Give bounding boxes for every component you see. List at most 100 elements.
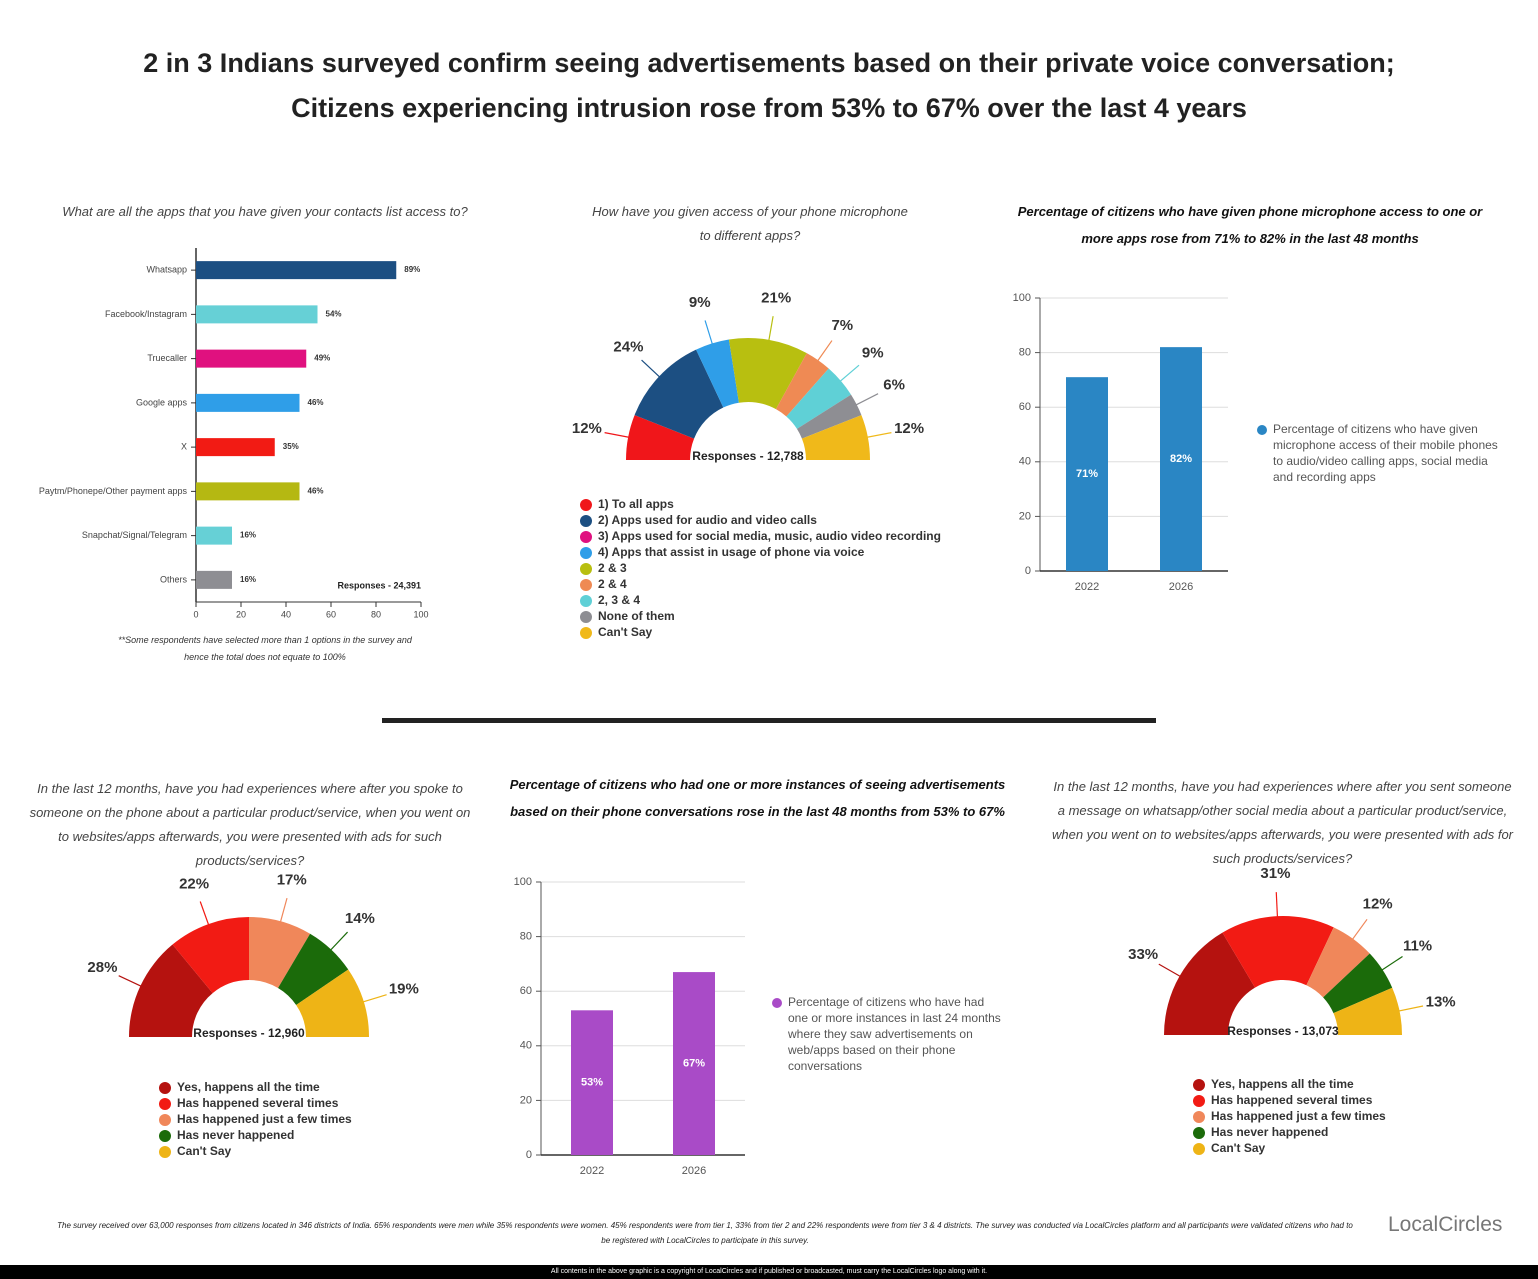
legend-label: Can't Say [598,625,653,639]
x-tick-label: 2026 [1169,581,1193,593]
legend-label: 2, 3 & 4 [598,593,640,607]
value-label: 35% [283,442,299,451]
leader-line [641,359,664,382]
leader-line [1348,918,1368,944]
chart-title: Percentage of citizens who had one or mo… [509,777,1006,819]
bar [673,972,715,1155]
legend-label: Has happened just a few times [1211,1109,1386,1123]
value-label: 6% [883,377,905,394]
y-tick-label: 40 [520,1040,532,1052]
chart-title: In the last 12 months, have you had expe… [29,781,471,868]
legend-marker [580,627,592,639]
x-tick-label: 0 [193,609,198,619]
x-tick-label: 2022 [580,1165,604,1177]
leader-line [814,340,833,366]
legend-label: 2 & 3 [598,561,627,575]
x-tick-label: 40 [281,609,291,619]
chart-title: What are all the apps that you have give… [62,204,468,219]
value-label: 46% [308,486,324,495]
leader-line [326,931,349,955]
bar [1066,377,1108,571]
donut-segment [1306,927,1370,998]
value-label: 82% [1170,453,1192,465]
value-label: 12% [1363,896,1393,913]
legend-marker [580,611,592,623]
y-tick-label: 20 [1019,510,1031,522]
bar [196,526,232,545]
legend-marker [159,1146,171,1158]
y-tick-label: 0 [526,1149,532,1161]
legend-label: Percentage of citizens who have given mi… [1273,422,1498,484]
value-label: 89% [404,265,420,274]
value-label: 14% [345,910,375,927]
donut-segment [786,368,852,429]
donut-segment [801,415,870,460]
footer-note: The survey received over 63,000 response… [57,1221,1353,1245]
annotation: Responses - 13,073 [1227,1024,1339,1038]
value-label: 12% [894,420,924,437]
y-tick-label: 20 [520,1094,532,1106]
bar [196,570,232,589]
category-label: Snapchat/Signal/Telegram [82,530,187,540]
copyright-bar [0,1265,1538,1279]
value-label: 49% [314,354,330,363]
x-tick-label: 80 [371,609,381,619]
leader-line [357,994,387,1005]
leader-line [604,432,635,439]
y-tick-label: 100 [514,876,532,888]
legend-label: 2 & 4 [598,577,627,591]
value-label: 7% [831,317,853,334]
bar [196,349,307,368]
value-label: 54% [326,309,342,318]
copyright: All contents in the above graphic is a c… [550,1268,988,1275]
category-label: Whatsapp [146,265,187,275]
y-tick-label: 60 [1019,401,1031,413]
leader-line [1377,955,1403,974]
value-label: 67% [683,1057,705,1069]
category-label: Truecaller [147,353,187,363]
legend-marker [1193,1111,1205,1123]
donut-segment [1164,932,1256,1035]
value-label: 31% [1260,865,1290,882]
annotation: Responses - 12,788 [692,449,804,463]
x-tick-label: 100 [413,609,428,619]
y-tick-label: 80 [520,931,532,943]
bar [196,438,275,457]
category-label: X [181,442,187,452]
legend-label: 3) Apps used for social media, music, au… [598,529,941,543]
leader-line [118,975,147,990]
value-label: 33% [1128,946,1158,963]
legend-marker [159,1130,171,1142]
value-label: 16% [240,575,256,584]
donut-segment [1323,953,1393,1014]
legend-marker [1257,425,1267,435]
leader-line [199,901,211,930]
donut-segment [278,933,349,1005]
leader-line [861,432,892,439]
legend-marker [1193,1143,1205,1155]
value-label: 71% [1076,468,1098,480]
leader-line [704,320,715,350]
legend-marker [772,998,782,1008]
leader-line [767,316,774,346]
leader-line [851,393,879,408]
donut-segment [775,353,829,417]
logo: LocalCircles [1388,1213,1503,1236]
value-label: 22% [179,876,209,893]
category-label: Others [160,574,188,584]
donut-segment [626,415,695,460]
leader-line [1275,892,1279,923]
x-tick-label: 2026 [682,1165,706,1177]
donut-segment [1333,987,1402,1035]
page-title: Citizens experiencing intrusion rose fro… [291,93,1247,123]
legend-label: 1) To all apps [598,497,674,511]
leader-line [1393,1005,1424,1013]
donut-segment [172,917,249,994]
legend-marker [580,547,592,559]
page-title: 2 in 3 Indians surveyed confirm seeing a… [143,48,1395,78]
bar [196,393,300,412]
category-label: Paytm/Phonepe/Other payment apps [39,486,188,496]
legend-label: Yes, happens all the time [1211,1077,1354,1091]
chart-title: Percentage of citizens who have given ph… [1017,204,1483,246]
